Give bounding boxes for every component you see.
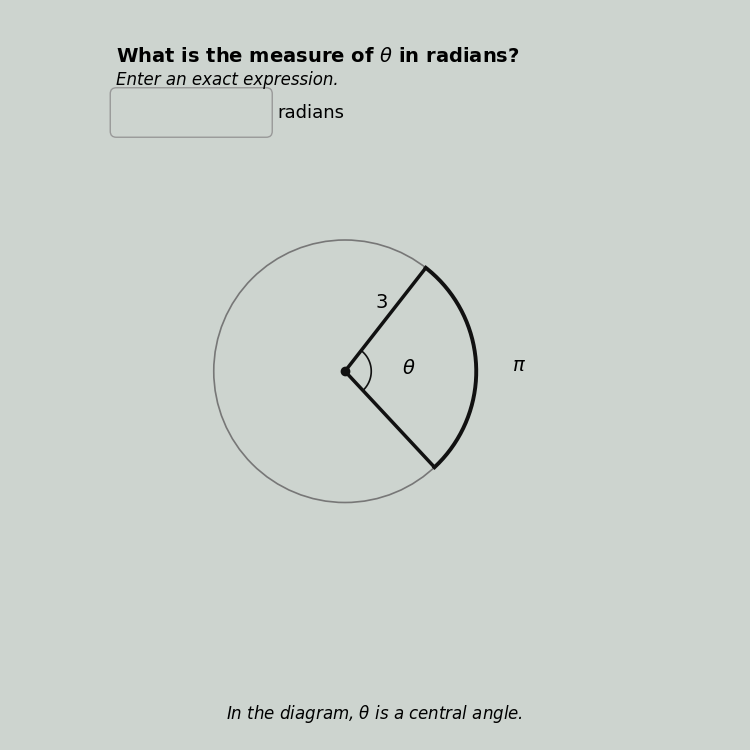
Text: In the diagram, $\theta$ is a central angle.: In the diagram, $\theta$ is a central an… — [226, 703, 524, 725]
Text: Enter an exact expression.: Enter an exact expression. — [116, 71, 339, 89]
Text: radians: radians — [278, 104, 344, 122]
Text: What is the measure of $\theta$ in radians?: What is the measure of $\theta$ in radia… — [116, 46, 520, 66]
Text: $\theta$: $\theta$ — [402, 359, 416, 378]
FancyBboxPatch shape — [110, 88, 272, 137]
Text: $\pi$: $\pi$ — [512, 356, 526, 375]
Text: 3: 3 — [375, 293, 388, 313]
